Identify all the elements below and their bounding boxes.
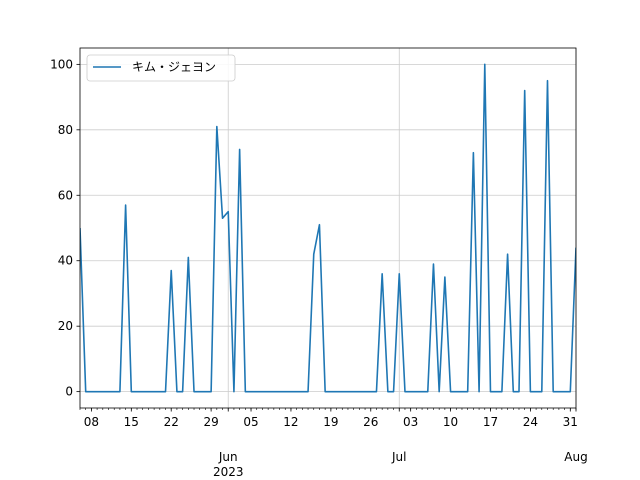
x-tick-label: 05 (243, 415, 258, 429)
x-tick-label: 12 (283, 415, 298, 429)
x-tick-label: Jun 2023 (213, 450, 244, 479)
y-tick-label: 80 (58, 123, 73, 137)
legend-label: キム・ジェヨン (132, 60, 216, 74)
grid (80, 48, 577, 408)
y-tick-label: 100 (50, 57, 73, 71)
series-line (80, 63, 576, 393)
x-tick-label: Jul (391, 450, 406, 464)
axes-frame (79, 47, 577, 409)
x-tick-label: Aug (564, 450, 587, 464)
x-tick-label: 19 (323, 415, 338, 429)
x-tick-label: 10 (443, 415, 458, 429)
x-tick-label: 31 (563, 415, 578, 429)
x-tick-label: 24 (523, 415, 538, 429)
plot-area (80, 63, 576, 393)
y-tick-label: 20 (58, 319, 73, 333)
x-tick-label: 22 (164, 415, 179, 429)
y-axis: 0 20 40 60 80 100 (50, 57, 80, 399)
x-tick-label: 26 (363, 415, 378, 429)
x-tick-label: 17 (483, 415, 498, 429)
y-tick-label: 0 (65, 385, 73, 399)
legend-box (86, 54, 236, 82)
x-tick-label: 15 (124, 415, 139, 429)
x-tick-label: 08 (84, 415, 99, 429)
legend: キム・ジェヨン (86, 54, 236, 82)
x-tick-label: 29 (203, 415, 218, 429)
y-tick-label: 40 (58, 254, 73, 268)
y-tick-label: 60 (58, 188, 73, 202)
x-tick-label: 03 (403, 415, 418, 429)
x-axis: 08 15 22 29 Jun 2023 05 12 19 26 Jul 03 10 17 24 31 Aug (79, 408, 588, 479)
